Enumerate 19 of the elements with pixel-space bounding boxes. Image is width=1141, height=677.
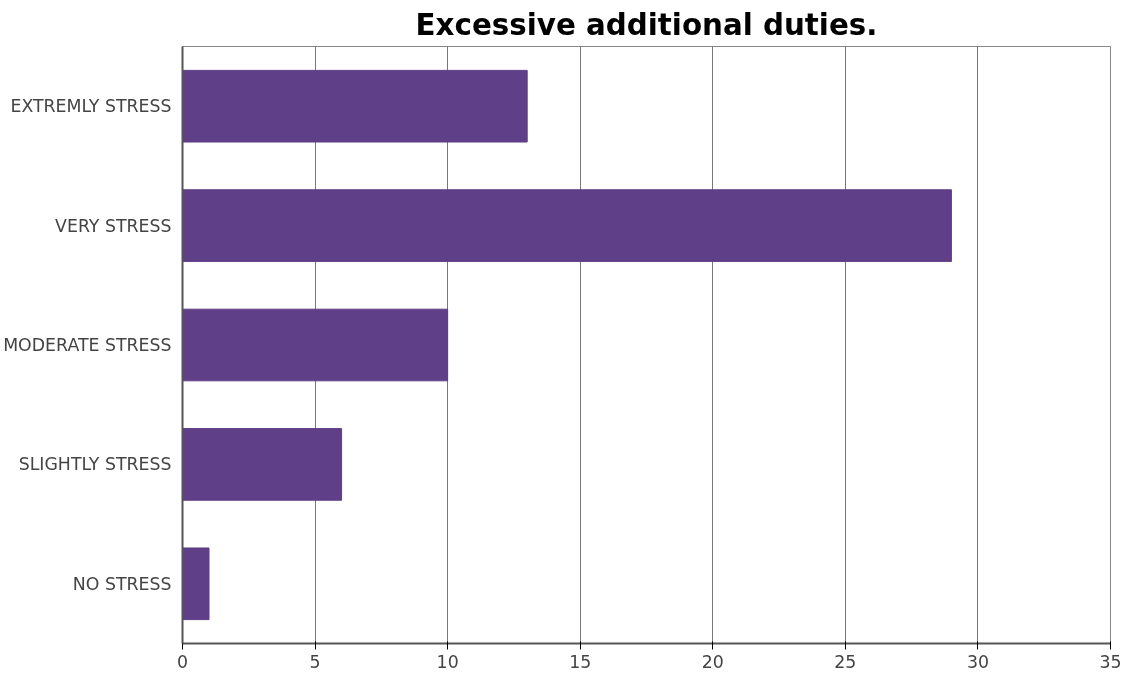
x-tick-label: 0 xyxy=(176,651,189,672)
bar xyxy=(182,69,528,143)
y-tick-label: EXTREMLY STRESS xyxy=(10,96,172,117)
bar xyxy=(182,547,210,621)
y-tick-label: SLIGHTLY STRESS xyxy=(18,454,172,475)
x-tick-label: 10 xyxy=(436,651,459,672)
y-tick-label: VERY STRESS xyxy=(55,215,172,236)
bar xyxy=(182,189,952,262)
chart-title: Excessive additional duties. xyxy=(415,7,878,42)
y-tick-label: MODERATE STRESS xyxy=(3,335,172,355)
x-tick-label: 30 xyxy=(966,651,989,672)
x-tick-label: 20 xyxy=(701,651,724,672)
x-tick-label: 5 xyxy=(309,651,321,672)
x-tick-label: 35 xyxy=(1099,651,1122,672)
y-tick-label: NO STRESS xyxy=(72,573,172,594)
bar xyxy=(182,308,449,382)
x-tick-label: 15 xyxy=(569,651,592,672)
x-tick-label: 25 xyxy=(834,651,857,672)
bar xyxy=(182,428,343,501)
